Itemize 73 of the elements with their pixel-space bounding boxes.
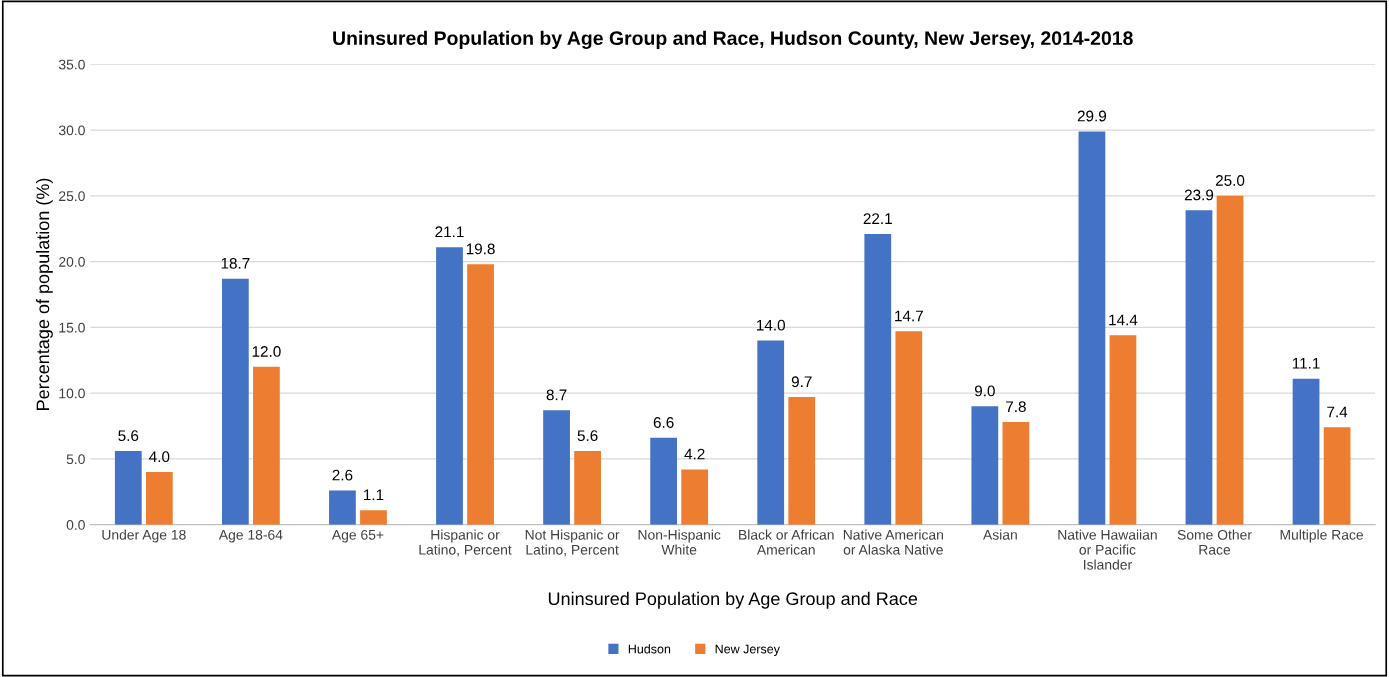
data-label: 14.4 bbox=[1109, 314, 1138, 326]
bar bbox=[467, 264, 494, 525]
x-tick-label: Under Age 18 bbox=[102, 529, 186, 543]
bar bbox=[1002, 422, 1030, 525]
bar bbox=[543, 410, 570, 525]
x-tick-label: Hispanic or Latino, Percent bbox=[419, 529, 512, 557]
x-tick-label: Some Other Race bbox=[1177, 529, 1252, 555]
x-tick-label: Not Hispanic or Latino, Percent bbox=[525, 529, 620, 557]
data-label: 6.6 bbox=[653, 417, 674, 428]
bar bbox=[145, 472, 173, 525]
y-tick-label: 15.0 bbox=[59, 322, 85, 333]
data-label: 29.9 bbox=[1077, 110, 1107, 122]
bar bbox=[253, 366, 280, 525]
chart-title: Uninsured Population by Age Group and Race, Hudson County, New Jersey, 2014-2018 bbox=[333, 30, 1133, 49]
data-label: 12.0 bbox=[252, 346, 281, 357]
y-tick-label: 0.0 bbox=[66, 520, 85, 530]
bar bbox=[329, 490, 356, 525]
data-label: 1.1 bbox=[364, 489, 384, 501]
y-axis-title: Percentage of population (%) bbox=[36, 178, 53, 410]
y-tick-label: 35.0 bbox=[58, 59, 85, 70]
data-label: 11.1 bbox=[1292, 358, 1320, 369]
data-label: 2.6 bbox=[332, 469, 353, 481]
data-label: 9.7 bbox=[791, 376, 812, 388]
legend-label: Hudson bbox=[628, 644, 671, 654]
x-tick-label: Age 18-64 bbox=[218, 529, 283, 543]
data-label: 23.9 bbox=[1184, 189, 1214, 201]
bar bbox=[757, 340, 785, 525]
bar bbox=[895, 331, 923, 525]
bar bbox=[114, 451, 142, 525]
data-label: 4.2 bbox=[684, 448, 705, 460]
x-tick-label: Multiple Race bbox=[1280, 529, 1364, 543]
bar bbox=[221, 278, 249, 525]
bar bbox=[436, 247, 463, 525]
y-tick-label: 30.0 bbox=[58, 125, 85, 136]
bar bbox=[650, 437, 678, 525]
data-label: 9.0 bbox=[974, 385, 995, 397]
data-label: 8.7 bbox=[546, 389, 567, 401]
bar bbox=[971, 406, 999, 525]
data-label: 7.4 bbox=[1327, 406, 1348, 418]
x-tick-label: Native American or Alaska Native bbox=[843, 529, 943, 555]
data-label: 21.1 bbox=[435, 226, 464, 238]
legend-label: New Jersey bbox=[715, 644, 780, 656]
bar bbox=[864, 233, 892, 525]
bar bbox=[574, 451, 601, 525]
x-axis-title: Uninsured Population by Age Group and Race bbox=[548, 591, 918, 609]
bar bbox=[1185, 210, 1213, 525]
data-label: 22.1 bbox=[863, 213, 892, 224]
bar bbox=[1109, 335, 1137, 525]
x-tick-label: Asian bbox=[983, 529, 1017, 540]
bar bbox=[1292, 378, 1320, 525]
x-tick-label: Black or African American bbox=[739, 529, 834, 555]
bar bbox=[360, 510, 387, 525]
y-tick-label: 5.0 bbox=[66, 454, 85, 465]
data-label: 14.0 bbox=[757, 319, 785, 331]
data-label: 7.8 bbox=[1006, 401, 1026, 413]
data-label: 18.7 bbox=[221, 257, 250, 269]
x-tick-label: Native Hawaiian or Pacific Islander bbox=[1058, 529, 1157, 570]
x-tick-label: Age 65+ bbox=[331, 529, 384, 543]
data-label: 14.7 bbox=[895, 310, 923, 322]
y-tick-label: 20.0 bbox=[59, 256, 85, 267]
y-tick-label: 10.0 bbox=[59, 388, 85, 399]
x-tick-label: Non-Hispanic White bbox=[638, 529, 721, 555]
data-label: 5.6 bbox=[118, 430, 139, 442]
data-label: 4.0 bbox=[149, 451, 170, 463]
bar bbox=[1323, 427, 1351, 525]
bar bbox=[681, 469, 709, 525]
bar bbox=[1216, 195, 1244, 525]
bar bbox=[1078, 131, 1106, 525]
data-label: 5.6 bbox=[577, 430, 598, 442]
bar bbox=[788, 397, 816, 525]
data-label: 25.0 bbox=[1215, 175, 1245, 186]
y-tick-label: 25.0 bbox=[59, 191, 85, 202]
data-label: 19.8 bbox=[466, 243, 495, 255]
